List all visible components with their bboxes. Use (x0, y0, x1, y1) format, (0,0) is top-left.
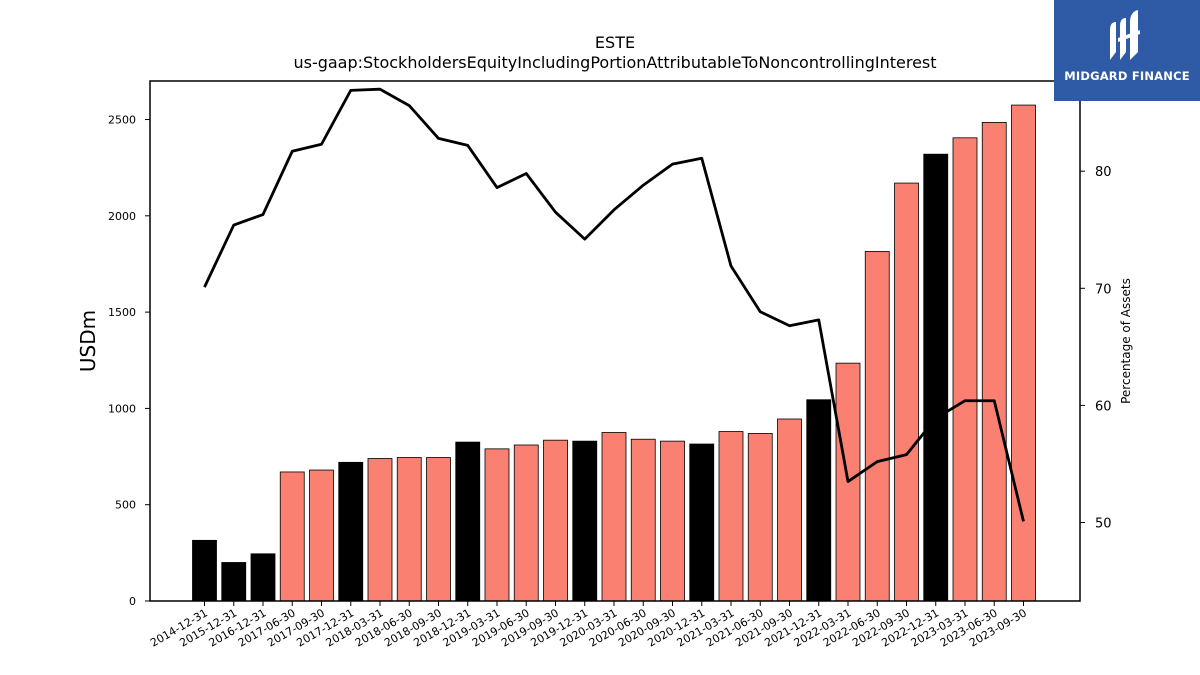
y-tick-label: 500 (115, 499, 136, 512)
brand-logo: MIDGARD FINANCE (1054, 0, 1200, 101)
y2-axis-label: Percentage of Assets (1119, 278, 1133, 404)
bar (981, 122, 1007, 602)
midgard-logo-icon (1110, 10, 1140, 60)
bar (484, 448, 510, 602)
percentage-line (203, 87, 1025, 522)
y2-tick-label: 60 (1095, 399, 1112, 414)
bar (455, 441, 481, 602)
bar (309, 469, 334, 602)
plot-frame (149, 80, 1081, 602)
bar (689, 443, 715, 602)
bar (396, 457, 422, 602)
bar (572, 440, 598, 602)
bar (660, 440, 685, 602)
right-axis: 50 60 70 80 (1080, 165, 1112, 532)
bar (221, 562, 247, 602)
y-tick-label: 2000 (108, 210, 136, 223)
chart-subtitle: us-gaap:StockholdersEquityIncludingPorti… (293, 53, 936, 72)
bar (250, 553, 276, 602)
bar (894, 182, 919, 602)
bar (777, 418, 802, 602)
bar (718, 431, 744, 602)
bar (806, 399, 832, 602)
y-tick-label: 2500 (108, 114, 136, 127)
bar (279, 471, 305, 602)
brand-name: MIDGARD FINANCE (1064, 69, 1190, 83)
chart-title: ESTE (595, 33, 635, 52)
bar (338, 461, 364, 602)
bar (1011, 104, 1036, 602)
bar (864, 251, 890, 602)
bar (192, 539, 217, 602)
y2-tick-label: 70 (1095, 282, 1112, 297)
y2-tick-label: 80 (1095, 165, 1112, 180)
x-axis: 2014-12-312015-12-312016-12-312017-06-30… (148, 601, 1029, 650)
y-axis-label: USDm (76, 310, 100, 372)
bar (952, 137, 978, 602)
left-axis: 0 500 1000 1500 2000 2500 (108, 114, 150, 608)
bar (543, 439, 568, 602)
bar (747, 433, 773, 602)
bar-series (192, 104, 1036, 602)
bar (601, 432, 627, 602)
y2-tick-label: 50 (1095, 517, 1112, 532)
y-tick-label: 1500 (108, 306, 136, 319)
bar (630, 438, 656, 602)
bar (367, 458, 393, 602)
bar (923, 153, 949, 602)
line-series (203, 87, 1025, 522)
y-tick-label: 1000 (108, 402, 136, 415)
y-tick-label: 0 (129, 595, 136, 608)
bar (513, 444, 539, 602)
bar (426, 457, 451, 602)
